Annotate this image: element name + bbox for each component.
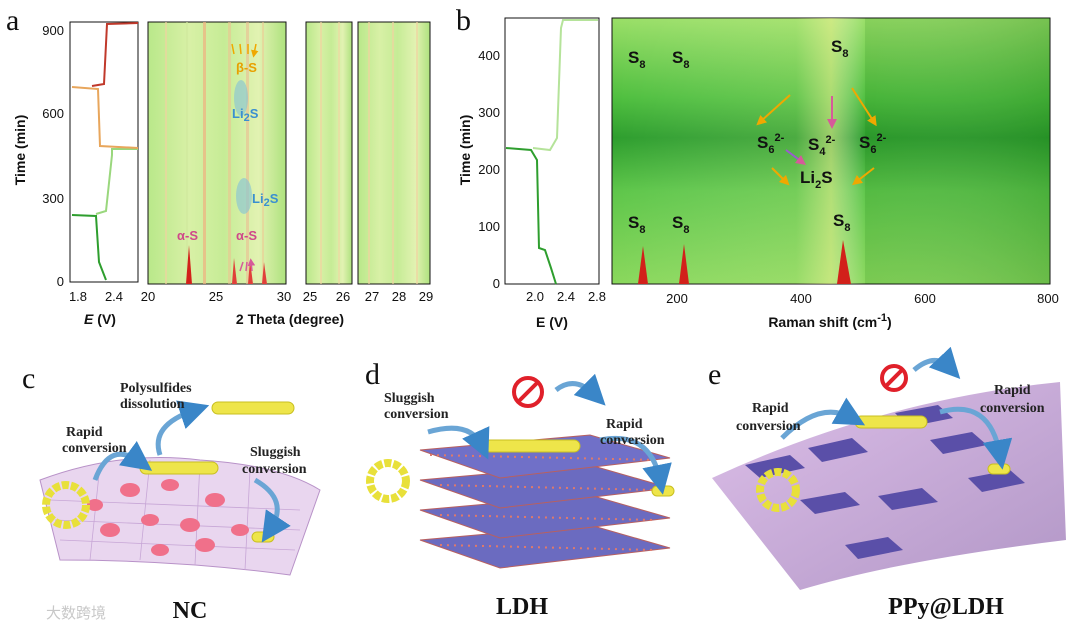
label-conversion: conversion (242, 462, 307, 477)
panel-label-c: c (22, 362, 35, 395)
panel-a-xrd-heatmap-3 (357, 21, 431, 285)
panel-a-ytick: 600 (42, 106, 64, 121)
panel-b-e-xlabel: E (V) (536, 314, 568, 330)
raman-label-li2s: Li2S (800, 168, 833, 191)
panel-b-ytick: 100 (478, 219, 500, 234)
panel-a-etick: 2.4 (105, 289, 123, 304)
arrow-dissolution (912, 346, 961, 379)
label-conversion: conversion (600, 433, 665, 448)
polysulfide-chain (483, 439, 581, 453)
polysulfide-ring (42, 481, 90, 529)
panel-a-theta-tick: 28 (392, 289, 406, 304)
polysulfide-ring (366, 459, 410, 503)
annotation-li2s-lower: Li2S (252, 191, 279, 209)
label-conversion: conversion (980, 401, 1045, 416)
arrow-sluggish (253, 477, 291, 543)
raman-label-s8: S8 (628, 213, 645, 236)
label-rapid: Rapid (66, 425, 103, 440)
caption-ppy-ldh: PPy@LDH (888, 594, 1004, 620)
panel-b-etick: 2.8 (588, 289, 606, 304)
panel-b-ytick: 300 (478, 105, 500, 120)
panel-e-ppy-sheet (712, 382, 1066, 590)
panel-a-theta-tick: 27 (365, 289, 379, 304)
panel-a-ylabel: Time (min) (12, 115, 28, 186)
panel-d-ldh-stack (419, 434, 671, 569)
arrow-dissolution (554, 373, 606, 406)
panel-a-theta-xlabel: 2 Theta (degree) (236, 311, 344, 327)
arrow-dissolution (155, 400, 210, 456)
panel-a-ytick: 300 (42, 191, 64, 206)
annotation-alpha-s-right: α-S (236, 228, 257, 243)
arrow-rapid (92, 441, 153, 481)
panel-a-theta-tick: 29 (419, 289, 433, 304)
label-rapid: Rapid (994, 383, 1031, 398)
caption-ldh: LDH (496, 594, 548, 620)
panel-a-xrd-heatmap (147, 21, 287, 285)
panel-a-theta-tick: 20 (141, 289, 155, 304)
label-conversion: conversion (736, 419, 801, 434)
label-polysulfides: Polysulfides (120, 381, 192, 396)
raman-label-s8: S8 (672, 213, 689, 236)
polysulfide-ring (756, 468, 800, 512)
polysulfide-chain (987, 463, 1011, 475)
prohibited-icon (880, 364, 908, 392)
panel-a-e-xlabel: E (V) (84, 311, 116, 327)
prohibited-icon (512, 376, 544, 408)
panel-b-voltage-profile (504, 17, 600, 285)
raman-label-s8: S8 (833, 211, 850, 234)
arrow-sluggish (427, 425, 490, 460)
annotation-beta-s: β-S (236, 60, 257, 75)
panel-b-raman-xlabel: Raman shift (cm-1) (768, 312, 891, 330)
label-sluggish: Sluggish (250, 445, 301, 460)
raman-label-s8: S8 (672, 48, 689, 71)
panel-a-xrd-heatmap-2 (305, 21, 353, 285)
arrow-rapid (599, 435, 672, 495)
caption-nc: NC (173, 598, 208, 624)
watermark: 大数跨境 (46, 604, 106, 622)
label-rapid: Rapid (752, 401, 789, 416)
label-conversion: conversion (384, 407, 449, 422)
panel-a-theta-tick: 26 (336, 289, 350, 304)
panel-b-etick: 2.0 (526, 289, 544, 304)
panel-b-ytick: 0 (493, 276, 500, 291)
panel-b-ylabel: Time (min) (457, 115, 473, 186)
raman-label-s6: S62- (859, 132, 887, 156)
arrow-rapid (939, 406, 1013, 470)
panel-b-etick: 2.4 (557, 289, 575, 304)
panel-label-e: e (708, 358, 721, 391)
panel-a-theta-tick: 25 (303, 289, 317, 304)
annotation-alpha-s-left: α-S (177, 228, 198, 243)
raman-label-s8: S8 (831, 37, 848, 60)
panel-a-ytick: 0 (57, 274, 64, 289)
panel-label-a: a (6, 4, 19, 37)
panel-label-b: b (456, 4, 471, 37)
panel-label-d: d (365, 358, 380, 391)
polysulfide-chain (139, 401, 295, 543)
arrow-rapid (780, 397, 866, 440)
polysulfide-chain (651, 485, 675, 497)
raman-label-s8: S8 (628, 48, 645, 71)
label-dissolution: dissolution (120, 397, 185, 412)
label-sluggish: Sluggish (384, 391, 435, 406)
panel-b-raman-tick: 800 (1037, 291, 1059, 306)
panel-a-voltage-profile (69, 21, 139, 283)
panel-b-raman-tick: 600 (914, 291, 936, 306)
panel-a-etick: 1.8 (69, 289, 87, 304)
panel-b-raman-heatmap (611, 17, 1051, 285)
panel-b-raman-tick: 200 (666, 291, 688, 306)
label-conversion: conversion (62, 441, 127, 456)
polysulfide-chain (854, 415, 928, 429)
annotation-li2s-upper: Li2S (232, 106, 259, 124)
panel-a-theta-tick: 30 (277, 289, 291, 304)
panel-a-ytick: 900 (42, 23, 64, 38)
panel-a-theta-tick: 25 (209, 289, 223, 304)
raman-label-s4: S42- (808, 134, 836, 158)
panel-b-ytick: 400 (478, 48, 500, 63)
panel-b-raman-tick: 400 (790, 291, 812, 306)
panel-b-ytick: 200 (478, 162, 500, 177)
label-rapid: Rapid (606, 417, 643, 432)
raman-label-s6: S62- (757, 132, 785, 156)
